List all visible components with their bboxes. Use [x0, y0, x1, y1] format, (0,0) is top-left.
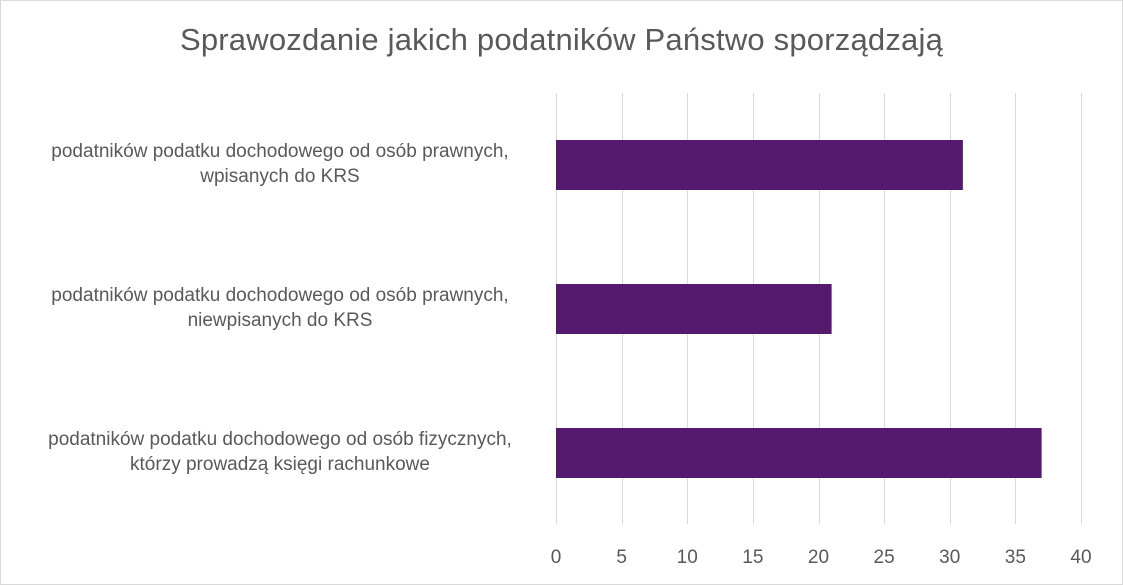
- category-label-3: podatników podatku dochodowego od osób f…: [0, 427, 560, 477]
- category-label-2: podatników podatku dochodowego od osób p…: [0, 283, 560, 333]
- x-tick-label: 25: [874, 547, 895, 568]
- bars: [556, 140, 1042, 478]
- x-tick-label: 15: [742, 547, 763, 568]
- x-tick-label: 10: [677, 547, 698, 568]
- category-label-line: którzy prowadzą księgi rachunkowe: [130, 454, 430, 475]
- x-tick-label: 30: [939, 547, 960, 568]
- x-axis-tick-labels: 0 5 10 15 20 25 30 35 40: [551, 547, 1092, 568]
- category-label-line: niewpisanych do KRS: [187, 310, 373, 331]
- category-label-line: podatników podatku dochodowego od osób p…: [51, 141, 509, 162]
- bar-3: [556, 428, 1042, 478]
- category-label-line: podatników podatku dochodowego od osób p…: [51, 285, 509, 306]
- x-tick-label: 5: [616, 547, 627, 568]
- bar-2: [556, 284, 832, 334]
- chart-title: Sprawozdanie jakich podatników Państwo s…: [179, 22, 944, 57]
- category-label-1: podatników podatku dochodowego od osób p…: [0, 139, 560, 189]
- x-tick-label: 0: [551, 547, 562, 568]
- x-tick-label: 35: [1005, 547, 1026, 568]
- category-label-line: wpisanych do KRS: [200, 166, 360, 187]
- x-tick-label: 20: [808, 547, 829, 568]
- bar-1: [556, 140, 963, 190]
- category-label-line: podatników podatku dochodowego od osób f…: [48, 429, 512, 450]
- x-tick-label: 40: [1070, 547, 1091, 568]
